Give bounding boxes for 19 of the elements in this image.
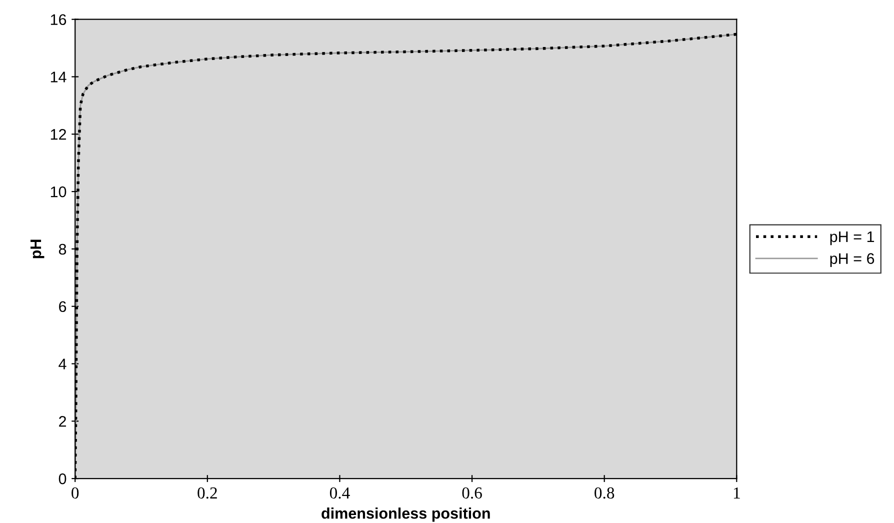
y-tick-label: 14 [50, 72, 66, 82]
y-axis-title: pH [30, 240, 44, 258]
y-tick-label: 6 [59, 301, 66, 312]
y-tick-label: 16 [50, 14, 66, 26]
x-tick-label: 0 [72, 487, 79, 499]
y-tick-label: 4 [58, 358, 66, 370]
y-tick-label: 2 [59, 416, 66, 427]
y-tick-label: 10 [50, 186, 66, 198]
y-tick-label: 12 [50, 129, 66, 140]
y-tick-label: 0 [58, 473, 66, 484]
x-tick-label: 0.2 [198, 487, 217, 499]
y-tick-label: 8 [58, 244, 66, 255]
x-tick-label: 0.6 [462, 487, 482, 499]
x-tick-label: 0.4 [330, 487, 350, 499]
x-tick-label: 0.8 [594, 487, 614, 499]
legend-label: pH = 1 [830, 231, 874, 246]
legend-label: pH = 6 [830, 253, 874, 268]
x-axis-title: dimensionless position [322, 508, 490, 522]
x-tick-label: 1 [734, 487, 740, 498]
